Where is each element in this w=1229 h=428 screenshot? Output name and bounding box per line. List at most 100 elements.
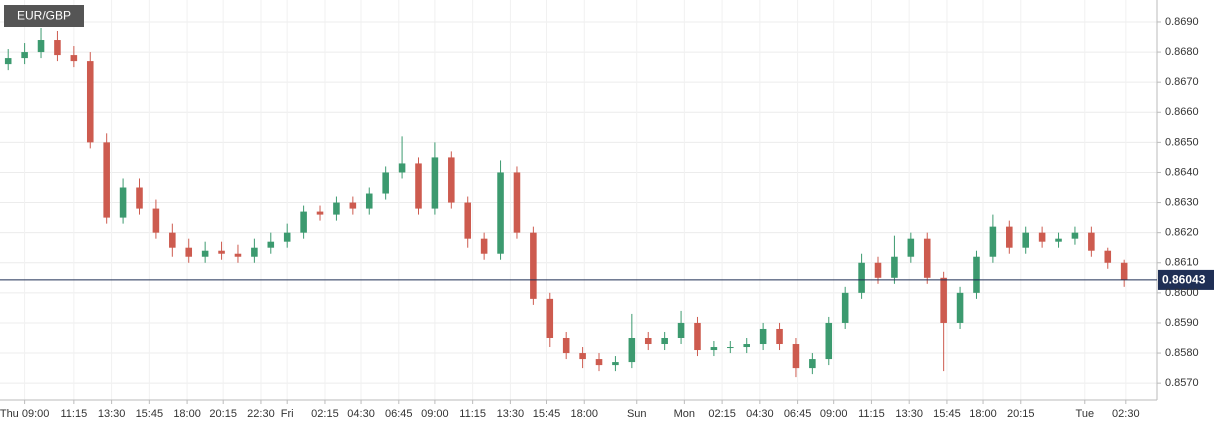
candle-body	[415, 163, 422, 209]
candle-body	[628, 337, 636, 363]
x-tick-label: Sun	[627, 408, 647, 420]
candle-body	[300, 211, 307, 233]
candle-body	[891, 256, 898, 278]
candle-body	[776, 328, 783, 345]
candle-body	[497, 172, 504, 254]
candle-body	[612, 362, 619, 366]
x-tick-label: 04:30	[347, 408, 375, 420]
x-tick-label: 02:15	[708, 408, 736, 420]
candle-body	[661, 337, 668, 345]
candle-body	[365, 193, 373, 209]
y-tick-label: 0.8610	[1165, 257, 1199, 269]
candle-body	[1038, 232, 1046, 242]
x-tick-label: 11:15	[60, 408, 87, 420]
x-tick-label: 13:30	[497, 408, 525, 420]
candle-body	[1088, 232, 1095, 251]
candle-body	[1006, 226, 1013, 248]
candle-body	[54, 40, 61, 56]
candle-body	[382, 172, 389, 194]
candle-body	[119, 187, 127, 218]
candle-body	[218, 250, 225, 254]
candle-body	[70, 55, 78, 62]
x-tick-label: 11:15	[459, 408, 486, 420]
candle-body	[743, 344, 750, 348]
candle-body	[136, 187, 143, 209]
y-tick-label: 0.8690	[1165, 16, 1199, 28]
x-tick-label: 20:15	[209, 408, 237, 420]
candle-body	[923, 238, 931, 278]
y-tick-label: 0.8590	[1165, 317, 1199, 329]
candle-body	[1120, 262, 1128, 280]
candle-body	[267, 241, 275, 248]
candle-body	[513, 172, 521, 233]
x-tick-label: 06:45	[385, 408, 413, 420]
candle-body	[530, 232, 537, 299]
x-tick-label: 09:00	[820, 408, 848, 420]
x-tick-label: Thu 09:00	[0, 408, 49, 420]
x-tick-label: 13:30	[98, 408, 126, 420]
candle-body	[759, 328, 767, 345]
candle-body	[907, 238, 915, 257]
y-tick-label: 0.8600	[1165, 287, 1199, 299]
x-tick-label: Mon	[674, 408, 695, 420]
x-tick-label: 13:30	[895, 408, 923, 420]
y-tick-label: 0.8660	[1165, 106, 1199, 118]
candle-body	[21, 52, 28, 59]
x-tick-label: 20:15	[1007, 408, 1035, 420]
candle-body	[792, 344, 800, 369]
candle-body	[333, 202, 340, 215]
plot-area	[0, 0, 1157, 400]
candle-body	[251, 247, 258, 257]
candle-body	[694, 322, 701, 351]
x-tick-label: 22:30	[247, 408, 275, 420]
candle-body	[103, 142, 110, 218]
candle-body	[201, 250, 209, 257]
x-tick-label: Tue	[1076, 408, 1095, 420]
candle-body	[644, 337, 652, 345]
candle-body	[1055, 238, 1062, 242]
candle-body	[316, 211, 324, 215]
candle-body	[809, 359, 816, 369]
candle-body	[480, 238, 488, 254]
x-tick-label: 15:45	[136, 408, 164, 420]
candle-body	[989, 226, 997, 257]
last-price-box	[1158, 269, 1214, 290]
candle-body	[825, 322, 833, 360]
x-tick-label: 15:45	[533, 408, 561, 420]
candle-body	[677, 322, 685, 338]
candle-body	[283, 232, 291, 242]
x-tick-label: 02:15	[311, 408, 339, 420]
candle-body	[562, 337, 570, 354]
chart-title: EUR/GBP	[17, 9, 71, 23]
x-tick-label: 09:00	[421, 408, 449, 420]
candle-body	[1071, 232, 1079, 239]
candle-body	[858, 262, 865, 293]
y-tick-label: 0.8630	[1165, 196, 1199, 208]
x-tick-label: 18:00	[969, 408, 997, 420]
candle-body	[431, 157, 439, 209]
x-tick-label: 18:00	[173, 408, 201, 420]
candle-body	[37, 40, 45, 53]
candle-body	[448, 157, 455, 203]
candle-body	[1104, 250, 1112, 263]
x-tick-label: 06:45	[784, 408, 812, 420]
candle-body	[940, 277, 947, 323]
candle-body	[86, 61, 94, 143]
candle-body	[464, 202, 472, 239]
y-tick-label: 0.8620	[1165, 227, 1199, 239]
last-price-label: 0.86043	[1162, 273, 1206, 287]
candle-body	[579, 353, 586, 360]
y-tick-label: 0.8680	[1165, 46, 1199, 58]
x-tick-label: 11:15	[858, 408, 885, 420]
y-tick-label: 0.8570	[1165, 377, 1199, 389]
candle-body	[1022, 232, 1029, 248]
x-tick-label: 18:00	[570, 408, 598, 420]
candle-body	[349, 202, 357, 209]
x-tick-label: 15:45	[933, 408, 961, 420]
candle-body	[956, 292, 964, 323]
y-tick-label: 0.8670	[1165, 76, 1199, 88]
candle-body	[595, 359, 603, 366]
candle-body	[727, 347, 734, 349]
candle-body	[185, 247, 193, 257]
